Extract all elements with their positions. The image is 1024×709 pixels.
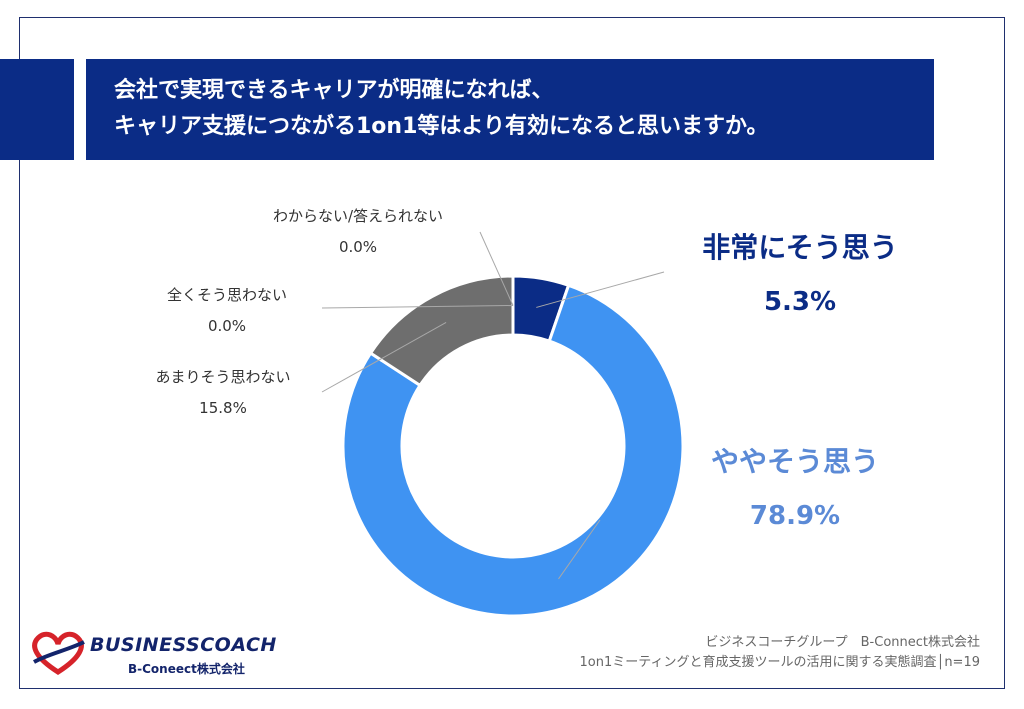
credit-line-1: ビジネスコーチグループ B-Connect株式会社 [705,635,980,650]
category-value: 0.0% [207,317,247,335]
slide-frame [19,17,1005,689]
business-coach-logo: BUSINESSCOACH B-Coneect株式会社 [28,628,318,678]
leader-line-4 [479,231,514,306]
category-value: 0.0% [338,238,378,256]
category-name: ややそう思う [710,445,879,478]
logo-wordmark: BUSINESSCOACH [90,634,277,656]
category-name: 全くそう思わない [166,286,287,304]
category-value: 15.8% [199,399,247,417]
leader-line-3 [321,305,514,309]
category-name: わからない/答えられない [272,207,444,225]
category-value: 78.9% [749,501,841,531]
title-line-1: 会社で実現できるキャリアが明確になれば、 [114,78,554,103]
leader-line-2 [321,322,447,393]
heart-logo-icon [32,631,85,675]
category-name: 非常にそう思う [702,231,898,264]
source-credit: ビジネスコーチグループ B-Connect株式会社 1on1ミーティングと育成支… [580,633,980,673]
label-not-much-agree: あまりそう思わない 15.8% [123,366,323,417]
leader-line-1 [558,519,601,580]
donut-slice-2 [368,274,515,388]
donut-slice-1 [341,283,685,618]
category-value: 5.3% [763,287,837,317]
logo-company: B-Coneect株式会社 [128,662,245,676]
leader-line-0 [536,271,665,308]
title-banner: 会社で実現できるキャリアが明確になれば、 キャリア支援につながる1on1等はより… [86,59,934,160]
label-somewhat-agree: ややそう思う 78.9% [690,442,900,538]
label-not-at-all-agree: 全くそう思わない 0.0% [127,284,327,335]
credit-line-2: 1on1ミーティングと育成支援ツールの活用に関する実態調査│n=19 [579,655,980,670]
title-line-2: キャリア支援につながる1on1等はより有効になると思いますか。 [114,114,769,139]
label-very-much-agree: 非常にそう思う 5.3% [690,228,910,324]
category-name: あまりそう思わない [155,368,291,386]
label-dont-know: わからない/答えられない 0.0% [238,205,478,256]
side-accent-bar [0,59,74,160]
